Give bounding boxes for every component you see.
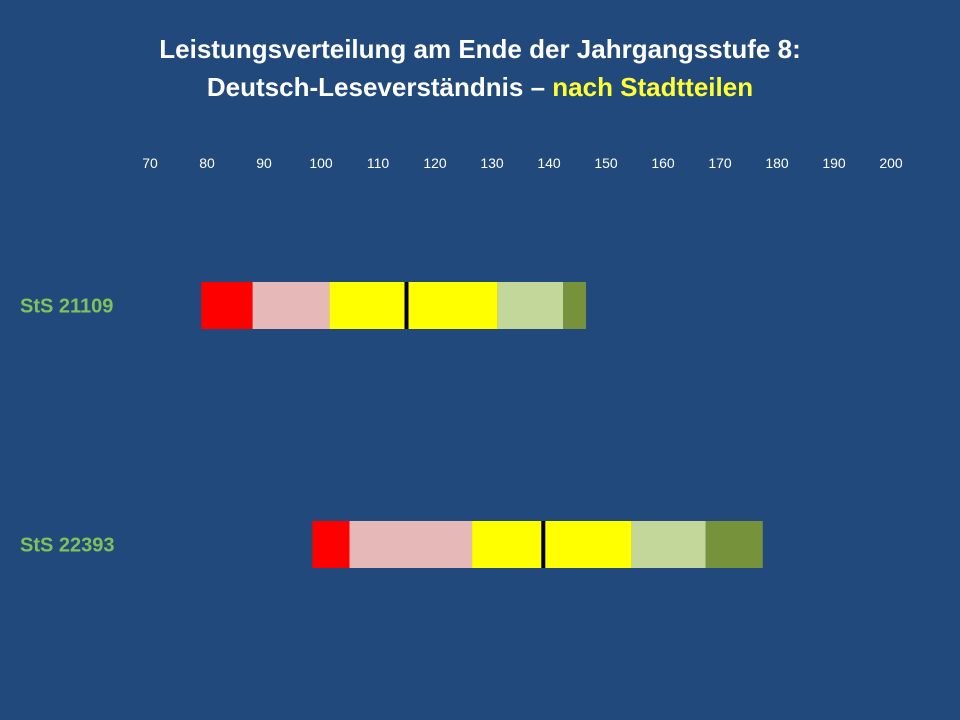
x-tick-label: 200 — [879, 155, 903, 171]
bar-segment — [543, 521, 632, 568]
x-tick-label: 70 — [142, 155, 158, 171]
bar-segment — [349, 521, 473, 568]
bar-segment — [312, 521, 350, 568]
x-tick-label: 130 — [480, 155, 504, 171]
bar-segment — [563, 282, 587, 329]
title-line-1: Leistungsverteilung am Ende der Jahrgang… — [159, 34, 801, 64]
x-tick-label: 100 — [309, 155, 333, 171]
x-tick-label: 90 — [256, 155, 272, 171]
x-tick-label: 80 — [199, 155, 215, 171]
bar-segment — [705, 521, 763, 568]
median-marker — [404, 282, 409, 329]
x-tick-label: 120 — [423, 155, 447, 171]
x-tick-label: 110 — [367, 155, 390, 171]
bar-segment — [472, 521, 544, 568]
title-line-2-highlight: nach Stadtteilen — [552, 72, 754, 102]
row-label: StS 22393 — [20, 535, 115, 557]
x-tick-label: 140 — [537, 155, 561, 171]
bar-segment — [406, 282, 498, 329]
bar-segment — [252, 282, 330, 329]
x-tick-label: 170 — [708, 155, 732, 171]
bar-segment — [201, 282, 253, 329]
bar-segment — [497, 282, 564, 329]
x-tick-label: 190 — [822, 155, 846, 171]
x-tick-label: 150 — [594, 155, 618, 171]
chart-title: Leistungsverteilung am Ende der Jahrgang… — [0, 30, 960, 106]
title-line-2-prefix: Deutsch-Leseverständnis – — [206, 72, 553, 102]
bar-segment — [631, 521, 706, 568]
median-marker — [541, 521, 546, 568]
row-label: StS 21109 — [20, 296, 113, 318]
bar-segment — [329, 282, 407, 329]
x-tick-label: 160 — [651, 155, 675, 171]
x-tick-label: 180 — [765, 155, 789, 171]
